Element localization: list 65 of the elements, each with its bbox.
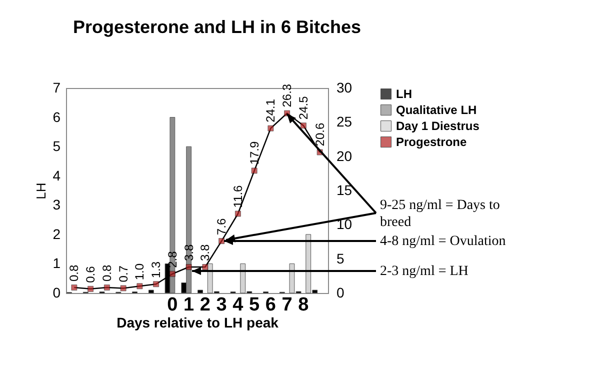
y2-tick-label: 5 <box>336 250 344 266</box>
data-label: 0.6 <box>84 266 98 283</box>
data-label: 24.1 <box>264 98 278 122</box>
data-label: 20.6 <box>312 122 327 146</box>
y2-tick-label: 15 <box>336 182 352 198</box>
data-label: 3.8 <box>198 244 212 262</box>
y2-tick-label: 10 <box>336 216 352 232</box>
x-tick-label: 2 <box>200 294 210 316</box>
y2-tick-label: 30 <box>336 80 352 96</box>
y-tick-label: 2 <box>52 226 61 242</box>
x-axis-title: Days relative to LH peak <box>116 314 279 330</box>
point <box>202 264 208 270</box>
data-label: 7.6 <box>214 218 229 236</box>
y2-tick-label: 25 <box>336 114 352 130</box>
x-tick-label: 7 <box>282 294 292 316</box>
legend-label: Qualitative LH <box>396 103 477 117</box>
point <box>268 125 274 132</box>
point <box>218 238 224 244</box>
data-label: 1.3 <box>149 261 164 278</box>
y2-tick-label: 20 <box>336 148 352 164</box>
x-tick-label: 8 <box>298 294 309 316</box>
x-tick-label: 6 <box>265 294 276 316</box>
bar <box>148 290 154 294</box>
x-tick-label: 4 <box>232 294 244 316</box>
y-tick-label: 7 <box>52 80 61 96</box>
y-tick-label: 4 <box>52 167 61 184</box>
data-label: 24.5 <box>296 96 310 120</box>
text: 4-8 ng/ml = Ovulation <box>380 234 506 249</box>
y-tick-label: 0 <box>52 284 61 300</box>
point <box>300 122 306 129</box>
point <box>104 284 110 290</box>
y-tick-label: 6 <box>52 108 61 125</box>
point <box>251 168 258 174</box>
data-label: 1.0 <box>132 263 147 280</box>
legend-label: Progestrone <box>396 135 468 149</box>
x-tick-label: 0 <box>167 294 178 316</box>
point <box>71 284 78 290</box>
x-tick-label: 5 <box>249 294 260 316</box>
data-label: 0.8 <box>100 264 114 282</box>
data-label: 0.7 <box>116 265 130 282</box>
point <box>88 286 94 292</box>
y-tick-label: 5 <box>52 138 61 154</box>
x-tick-label: 1 <box>184 294 195 316</box>
text: 2-3 ng/ml = LH <box>380 264 468 279</box>
point <box>136 283 143 290</box>
bar <box>198 290 203 294</box>
data-label: 11.6 <box>230 184 245 208</box>
text: 9-25 ng/ml = Days to breed <box>380 198 500 230</box>
data-label: 0.8 <box>67 264 82 282</box>
legend-label: LH <box>396 87 412 101</box>
point <box>153 281 159 288</box>
chart-title: Progesterone and LH in 6 Bitches <box>72 17 362 37</box>
y-tick-label: 1 <box>52 255 61 272</box>
point <box>235 210 241 217</box>
data-label: 17.9 <box>247 141 262 165</box>
point <box>120 285 126 292</box>
legend-label: Day 1 Diestrus <box>396 119 480 133</box>
y2-tick-label: 0 <box>336 284 344 300</box>
data-label: 3.8 <box>182 244 196 262</box>
x-tick-label: 3 <box>216 294 227 316</box>
point <box>170 270 176 277</box>
y-axis-title: LH <box>34 182 49 200</box>
point <box>186 264 192 270</box>
data-label: 26.3 <box>280 84 294 108</box>
y-tick-label: 3 <box>52 196 61 213</box>
